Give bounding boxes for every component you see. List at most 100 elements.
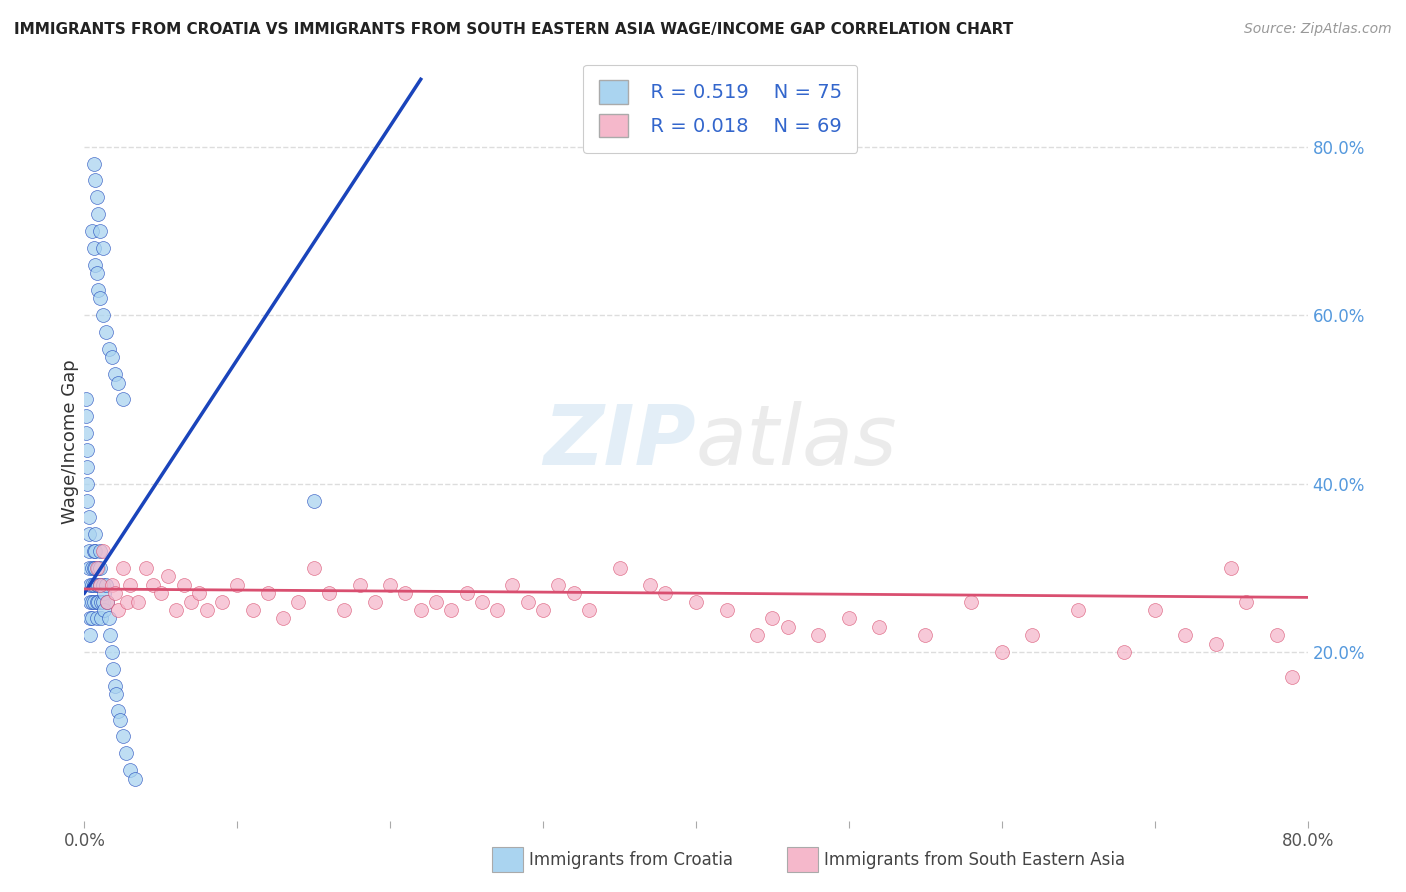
Point xyxy=(547,578,569,592)
Point xyxy=(86,578,108,592)
Point xyxy=(86,594,108,608)
Point xyxy=(1143,603,1166,617)
Point xyxy=(807,628,830,642)
Point xyxy=(87,594,110,608)
Point xyxy=(103,662,125,676)
Point xyxy=(104,586,127,600)
Point xyxy=(90,611,112,625)
Point xyxy=(101,578,124,592)
Point xyxy=(638,578,661,592)
Point xyxy=(86,266,108,280)
Point xyxy=(114,746,136,760)
Point xyxy=(578,603,600,617)
Point xyxy=(211,594,233,608)
Point xyxy=(747,628,769,642)
Point xyxy=(685,594,707,608)
Point xyxy=(79,594,101,608)
Point xyxy=(83,561,105,575)
Point xyxy=(91,578,114,592)
Point xyxy=(83,578,105,592)
Point xyxy=(87,207,110,221)
Point xyxy=(302,561,325,575)
Point xyxy=(87,578,110,592)
Point xyxy=(108,713,131,727)
Y-axis label: Wage/Income Gap: Wage/Income Gap xyxy=(62,359,80,524)
Point xyxy=(486,603,509,617)
Point xyxy=(1174,628,1197,642)
Point xyxy=(94,325,117,339)
Point xyxy=(1265,628,1288,642)
Point xyxy=(761,611,783,625)
Text: Source: ZipAtlas.com: Source: ZipAtlas.com xyxy=(1244,22,1392,37)
Point xyxy=(87,561,110,575)
Point xyxy=(654,586,676,600)
Point xyxy=(287,594,309,608)
Point xyxy=(173,578,195,592)
Point xyxy=(107,603,129,617)
Legend:   R = 0.519    N = 75,   R = 0.018    N = 69: R = 0.519 N = 75, R = 0.018 N = 69 xyxy=(583,64,858,153)
Point xyxy=(440,603,463,617)
Point xyxy=(318,586,340,600)
Point xyxy=(89,224,111,238)
Point xyxy=(84,527,107,541)
Point xyxy=(120,578,142,592)
Point xyxy=(380,578,402,592)
Point xyxy=(104,679,127,693)
Point xyxy=(77,510,100,524)
Point xyxy=(394,586,416,600)
Point xyxy=(111,392,134,407)
Point xyxy=(83,156,105,170)
Text: Immigrants from Croatia: Immigrants from Croatia xyxy=(529,851,733,869)
Point xyxy=(115,594,138,608)
Point xyxy=(104,367,127,381)
Text: Immigrants from South Eastern Asia: Immigrants from South Eastern Asia xyxy=(824,851,1125,869)
Point xyxy=(76,493,98,508)
Point xyxy=(180,594,202,608)
Point xyxy=(77,561,100,575)
Point xyxy=(96,594,118,608)
Point xyxy=(75,409,97,424)
Point xyxy=(364,594,387,608)
Point xyxy=(87,283,110,297)
Point xyxy=(960,594,983,608)
Point xyxy=(271,611,294,625)
Point xyxy=(98,628,121,642)
Point xyxy=(1021,628,1043,642)
Point xyxy=(76,476,98,491)
Point xyxy=(91,241,114,255)
Point xyxy=(93,603,115,617)
Point xyxy=(531,603,554,617)
Point xyxy=(609,561,631,575)
Text: ZIP: ZIP xyxy=(543,401,696,482)
Point xyxy=(111,730,134,744)
Point xyxy=(242,603,264,617)
Point xyxy=(135,561,157,575)
Point xyxy=(120,763,142,777)
Point xyxy=(97,611,120,625)
Point xyxy=(96,594,118,608)
Point xyxy=(107,376,129,390)
Point xyxy=(838,611,860,625)
Point xyxy=(93,586,115,600)
Point xyxy=(91,308,114,322)
Point xyxy=(75,426,97,441)
Point xyxy=(84,561,107,575)
Point xyxy=(157,569,180,583)
Point xyxy=(105,687,128,701)
Point xyxy=(89,578,111,592)
Point xyxy=(91,544,114,558)
Point xyxy=(409,603,432,617)
Point xyxy=(91,594,114,608)
Point xyxy=(97,342,120,356)
Point xyxy=(83,544,105,558)
Point xyxy=(302,493,325,508)
Point xyxy=(80,224,103,238)
Point xyxy=(471,594,494,608)
Point xyxy=(502,578,524,592)
Point xyxy=(84,544,107,558)
Point xyxy=(142,578,165,592)
Point xyxy=(101,645,124,659)
Point xyxy=(516,594,538,608)
Point xyxy=(80,594,103,608)
Point xyxy=(89,561,111,575)
